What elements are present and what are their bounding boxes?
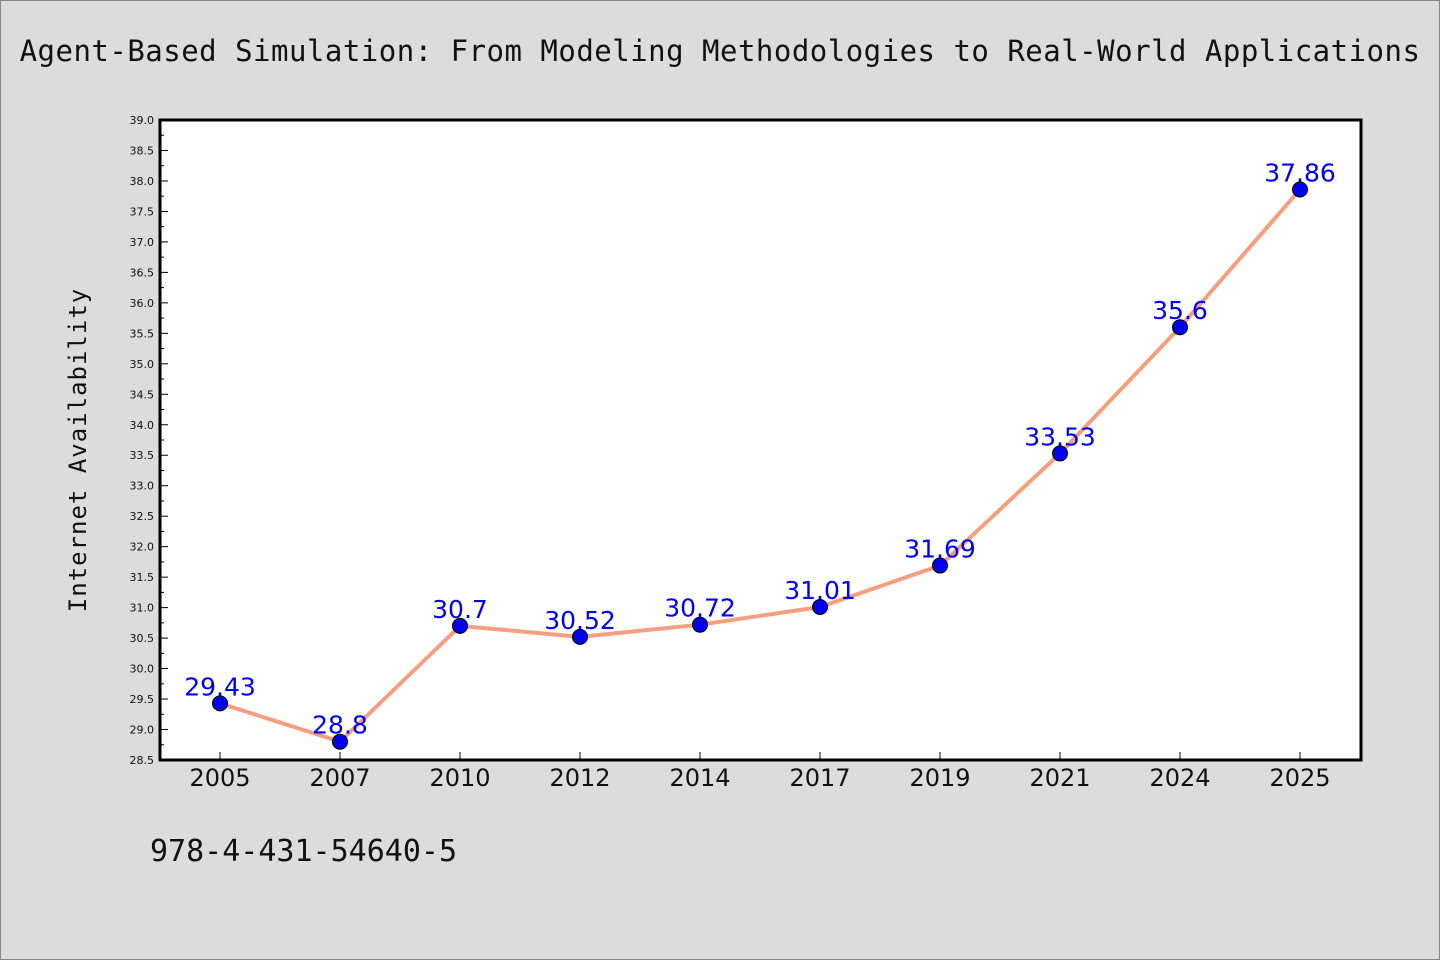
- y-tick-label: 38.0: [130, 175, 155, 188]
- chart-title: Agent-Based Simulation: From Modeling Me…: [19, 34, 1421, 68]
- y-tick-label: 33.5: [130, 449, 155, 462]
- y-tick-label: 38.5: [130, 144, 155, 157]
- x-tick-label: 2010: [429, 764, 490, 792]
- y-tick-label: 33.0: [130, 480, 155, 493]
- x-axis-ticks: 2005 2007 2010 2012 2014 2017 2019 2021 2024 2025: [189, 752, 1331, 792]
- series-line: [219, 188, 1302, 744]
- y-tick-label: 35.0: [130, 358, 155, 371]
- data-label: 33.53: [1024, 422, 1096, 451]
- data-point: [692, 616, 708, 633]
- series-markers: [212, 181, 1308, 750]
- data-point: [572, 628, 588, 645]
- y-tick-label: 37.5: [130, 205, 155, 218]
- data-label: 30.52: [544, 606, 616, 635]
- data-label: 37.86: [1264, 158, 1336, 187]
- x-tick-label: 2021: [1029, 764, 1090, 792]
- y-tick-label: 31.5: [130, 571, 155, 584]
- data-label: 30.72: [664, 594, 736, 623]
- data-label: 30.7: [432, 595, 488, 624]
- plot-frame: [158, 118, 1363, 762]
- x-tick-label: 2025: [1269, 764, 1330, 792]
- y-tick-label: 34.0: [130, 419, 155, 432]
- data-label: 28.8: [312, 711, 368, 740]
- data-point: [212, 695, 228, 712]
- data-label: 31.69: [904, 535, 976, 564]
- data-label: 35.6: [1152, 296, 1208, 325]
- isbn-footer: 978-4-431-54640-5: [150, 834, 458, 869]
- data-point: [1052, 445, 1068, 462]
- data-point: [1172, 319, 1188, 336]
- x-tick-label: 2024: [1149, 764, 1210, 792]
- y-tick-label: 29.0: [130, 724, 155, 737]
- y-tick-label: 31.0: [130, 602, 155, 615]
- y-tick-label: 36.5: [130, 266, 155, 279]
- x-tick-label: 2014: [669, 764, 730, 792]
- data-label: 29.43: [184, 672, 256, 701]
- y-tick-label: 39.0: [130, 114, 155, 127]
- y-axis-label: Internet Availability: [64, 288, 92, 612]
- x-tick-label: 2007: [309, 764, 370, 792]
- data-point: [812, 599, 828, 616]
- data-labels: 29.43 28.8 30.7 30.52 30.72 31.01 31.69 33.53 35…: [184, 158, 1336, 739]
- y-tick-label: 37.0: [130, 236, 155, 249]
- y-tick-label: 29.5: [130, 693, 155, 706]
- y-axis-ticks: 28.5 29.0 29.5 30.0 30.5 31.0 31.5 32.0 32.5 33.0…: [130, 114, 168, 767]
- y-tick-label: 30.0: [130, 663, 155, 676]
- x-tick-label: 2019: [909, 764, 970, 792]
- x-tick-label: 2005: [189, 764, 250, 792]
- y-tick-label: 30.5: [130, 632, 155, 645]
- y-tick-label: 35.5: [130, 327, 155, 340]
- y-tick-label: 34.5: [130, 388, 155, 401]
- data-point: [1292, 181, 1308, 198]
- y-tick-label: 32.0: [130, 541, 155, 554]
- plot-area: [160, 120, 1361, 760]
- y-tick-label: 32.5: [130, 510, 155, 523]
- data-label: 31.01: [784, 576, 856, 605]
- data-point: [932, 557, 948, 574]
- x-tick-label: 2017: [789, 764, 850, 792]
- data-point: [332, 733, 348, 750]
- data-point: [452, 617, 468, 634]
- y-tick-label: 36.0: [130, 297, 155, 310]
- x-tick-label: 2012: [549, 764, 610, 792]
- y-tick-label: 28.5: [130, 754, 155, 767]
